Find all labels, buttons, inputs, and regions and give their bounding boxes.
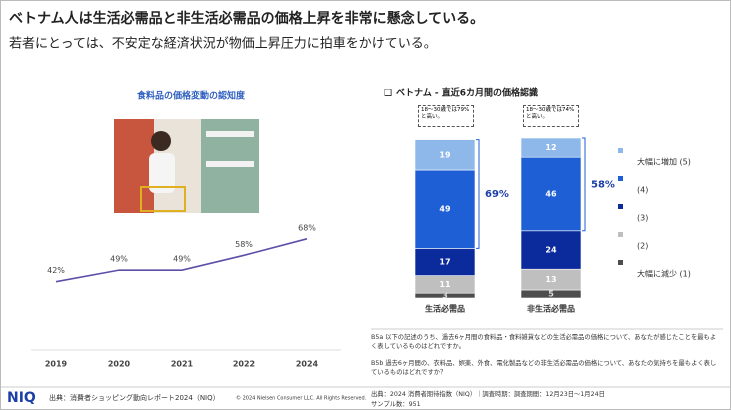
segment-label: 3 [442, 291, 448, 300]
logo: NIQ [7, 390, 36, 406]
x-tick-label: 2022 [233, 360, 255, 369]
legend-label: (4) [637, 186, 648, 195]
legend-swatch [618, 176, 623, 181]
note: B5b 過去6ヶ月間の、衣料品、娯楽、外食、電化製品などの非生活必需品の価格につ… [371, 360, 717, 376]
note: B5a 以下の記述のうち、過去6ヶ月間の食料品・食料雑貨などの生活必需品の価格に… [371, 334, 717, 350]
bracket-label: 69% [485, 189, 509, 200]
bar-segment [520, 230, 582, 270]
legend-swatch [618, 204, 623, 209]
x-tick-label: 2024 [296, 360, 319, 369]
data-label: 42% [47, 266, 65, 275]
segment-label: 5 [548, 290, 554, 299]
bar-segment [520, 137, 582, 158]
footer-copyright: © 2024 Nielsen Consumer LLC. All Rights … [236, 395, 367, 402]
bar-segment [520, 156, 582, 232]
callout: 18～30歳では74%と高い。 [523, 105, 579, 127]
legend-label: (3) [637, 214, 648, 223]
bracket [476, 139, 480, 249]
footer-survey: 出典：2024 消費者期待指数（NIQ）｜調査時期：調査期間：12月23日～1月… [371, 389, 605, 398]
data-label: 58% [235, 240, 253, 249]
footer-source: 出典：消費者ショッピング動向レポート2024（NIQ） [49, 393, 220, 402]
bar-segment [414, 139, 476, 171]
data-label: 68% [298, 223, 316, 232]
x-tick-label: 非生活必需品 [527, 304, 575, 314]
footer-sample: サンプル数：951 [371, 399, 421, 408]
legend-swatch [618, 148, 623, 153]
callout: 18～30歳では79%と高い。 [418, 105, 474, 127]
data-label: 49% [173, 255, 191, 264]
segment-label: 24 [545, 246, 557, 255]
left-chart-title: 食料品の価格変動の認知度 [136, 90, 246, 102]
legend-swatch [618, 232, 623, 237]
segment-label: 12 [545, 143, 556, 152]
photo [114, 119, 259, 213]
segment-label: 11 [439, 280, 451, 289]
x-tick-label: 2020 [108, 360, 131, 369]
slide-title: ベトナム人は生活必需品と非生活必需品の価格上昇を非常に懸念している。 [9, 10, 484, 27]
bracket [582, 137, 586, 232]
line [55, 238, 308, 283]
right-chart-title: ベトナム - 直近6カ月間の価格認識 [396, 87, 538, 99]
slide-subtitle: 若者にとっては、不安定な経済状況が物価上昇圧力に拍車をかけている。 [9, 36, 437, 52]
segment-label: 46 [545, 190, 557, 199]
legend-label: (2) [637, 242, 648, 251]
x-tick-label: 2019 [45, 360, 68, 369]
legend-label: 大幅に減少 (1) [637, 269, 691, 279]
segment-label: 49 [439, 205, 451, 214]
segment-label: 13 [545, 275, 556, 284]
x-tick-label: 生活必需品 [425, 304, 465, 314]
legend-swatch [618, 260, 623, 265]
bracket-label: 58% [591, 179, 615, 190]
bullet: ❑ [384, 89, 392, 99]
bar-segment [414, 169, 476, 249]
legend-label: 大幅に増加 (5) [637, 157, 691, 167]
data-label: 49% [110, 255, 128, 264]
segment-label: 19 [439, 150, 451, 159]
x-tick-label: 2021 [171, 360, 194, 369]
segment-label: 17 [439, 258, 450, 267]
